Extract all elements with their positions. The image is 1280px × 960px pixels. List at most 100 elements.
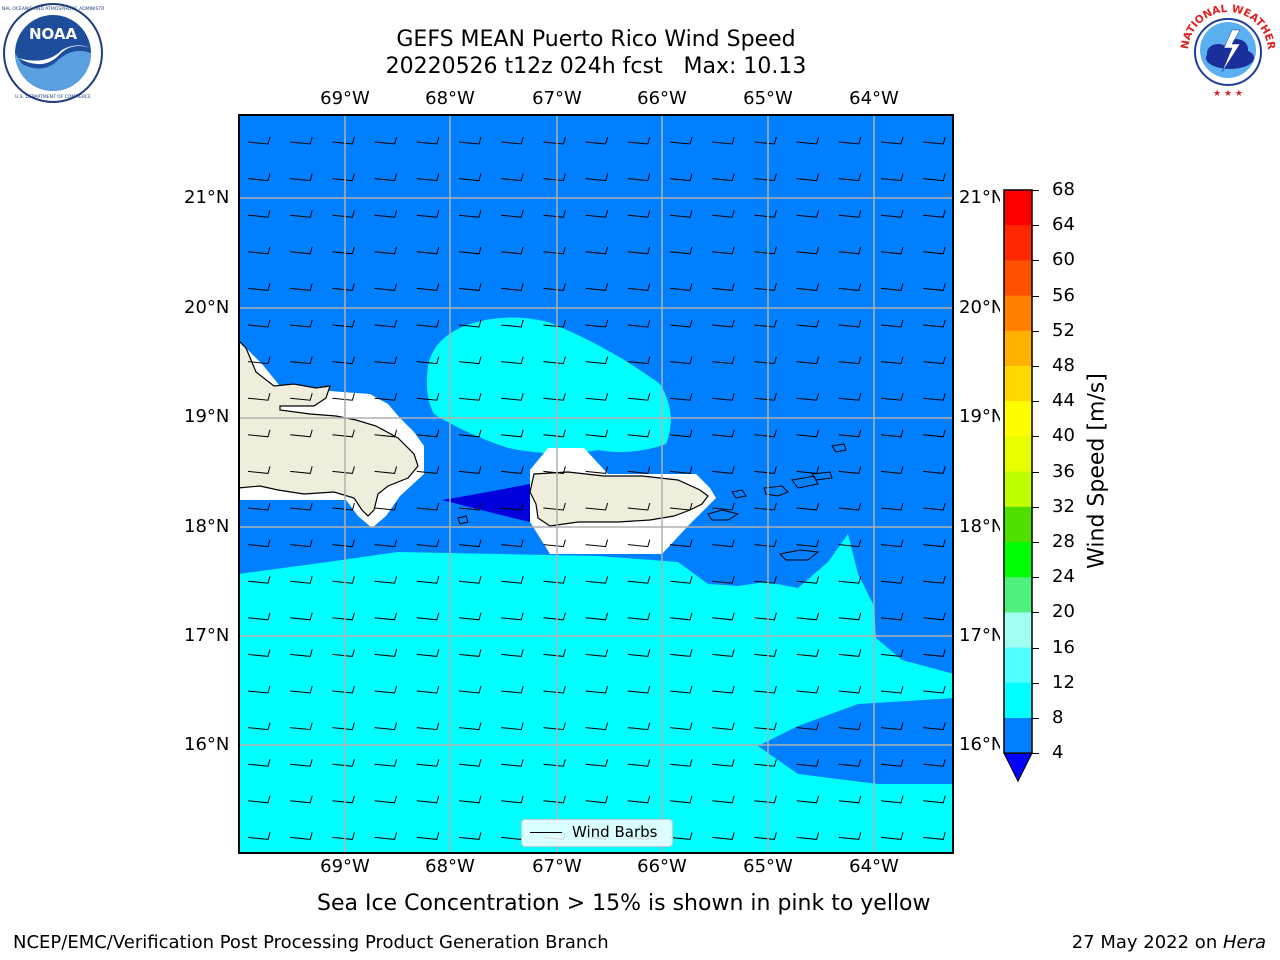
wind-barb xyxy=(543,466,566,474)
wind-barb xyxy=(332,173,355,182)
wind-barb xyxy=(416,612,440,621)
wind-barb xyxy=(416,649,440,657)
wind-barb xyxy=(543,576,566,584)
wind-barb xyxy=(290,429,313,438)
wind-barb xyxy=(458,246,482,255)
colorbar-tick-label: 12 xyxy=(1052,671,1075,693)
wind-barb xyxy=(923,685,946,694)
wind-barb xyxy=(332,722,355,731)
wind-barb xyxy=(838,136,862,145)
wind-band-8-12-south xyxy=(238,534,954,854)
wind-barb xyxy=(332,393,355,401)
wind-barb xyxy=(290,319,313,328)
colorbar-tick-label: 60 xyxy=(1052,249,1075,271)
wind-barb xyxy=(923,283,946,291)
wind-barb xyxy=(669,649,693,657)
wind-barb xyxy=(754,210,777,218)
wind-barb xyxy=(754,502,777,511)
wind-barb xyxy=(923,319,946,328)
wind-barb xyxy=(712,576,735,584)
wind-barb xyxy=(416,393,440,401)
wind-barb xyxy=(923,722,946,731)
wind-barb xyxy=(543,393,566,401)
colorbar-level xyxy=(1004,682,1032,719)
wind-barb xyxy=(627,283,651,291)
wind-barb xyxy=(247,246,271,255)
wind-barb xyxy=(923,576,946,584)
wind-barb xyxy=(712,210,735,218)
wind-barb xyxy=(543,539,566,548)
wind-barb xyxy=(712,685,735,694)
svg-text:NOAA: NOAA xyxy=(29,25,78,43)
wind-barb xyxy=(416,246,440,255)
wind-barb xyxy=(627,246,651,255)
colorbar-tick-mark xyxy=(1032,542,1039,543)
wind-barb xyxy=(627,356,651,365)
colorbar-tick-mark xyxy=(1032,295,1039,297)
map-frame xyxy=(238,114,954,854)
wind-barb xyxy=(458,685,482,694)
colorbar-tick-mark xyxy=(1032,190,1039,191)
wind-barb xyxy=(923,429,946,438)
wind-barb xyxy=(712,173,735,182)
wind-barb xyxy=(332,356,355,365)
wind-barb xyxy=(501,576,524,584)
wind-barb xyxy=(543,356,566,365)
wind-barb xyxy=(669,466,693,474)
colorbar-tick-mark xyxy=(1032,682,1039,684)
wind-barb xyxy=(838,759,862,767)
wind-barb xyxy=(627,136,651,145)
culebra-vieques xyxy=(707,509,740,521)
wind-barb xyxy=(627,685,651,694)
wind-barb xyxy=(458,612,482,621)
wind-barb xyxy=(796,649,820,657)
wind-barb xyxy=(374,759,398,767)
wind-barb xyxy=(416,319,440,328)
map-subtitle: 20220526 t12z 024h fcst Max: 10.13 xyxy=(385,54,807,79)
wind-barb xyxy=(458,283,482,291)
colorbar-tick-label: 8 xyxy=(1052,707,1064,728)
lon-tick-bottom: 65°W xyxy=(743,856,793,877)
wind-barb xyxy=(754,539,777,548)
wind-barb xyxy=(458,429,482,438)
wind-barb xyxy=(796,759,820,767)
lon-tick-top: 66°W xyxy=(637,88,687,109)
wind-barb xyxy=(501,173,524,182)
lat-tick-left: 19°N xyxy=(184,406,230,427)
wind-barb xyxy=(712,393,735,401)
colorbar-tick-label: 52 xyxy=(1052,319,1075,341)
wind-barb xyxy=(290,576,313,584)
wind-barb xyxy=(923,759,946,767)
wind-barb xyxy=(880,612,904,621)
colorbar-level xyxy=(1004,471,1032,508)
wind-barb xyxy=(838,649,862,657)
map-panel xyxy=(238,114,954,854)
wind-barb xyxy=(712,356,735,365)
wind-barb xyxy=(838,795,862,804)
wind-barb xyxy=(754,319,777,328)
lat-tick-right: 16°N xyxy=(959,734,1005,755)
colorbar-level xyxy=(1004,612,1032,649)
wind-barb-legend-line xyxy=(530,832,562,833)
wind-barb xyxy=(458,393,482,401)
wind-barb xyxy=(712,795,735,804)
colorbar-tick-mark xyxy=(1032,260,1039,262)
wind-barb xyxy=(374,246,398,255)
wind-barb xyxy=(838,539,862,548)
wind-barb xyxy=(627,722,651,731)
wind-barb xyxy=(543,246,566,255)
wind-barb xyxy=(501,210,524,218)
colorbar-tick-mark xyxy=(1032,506,1039,508)
wind-barb xyxy=(796,246,820,255)
wind-barb xyxy=(332,832,355,840)
legend-label: Wind Barbs xyxy=(572,823,658,841)
wind-barb xyxy=(669,795,693,804)
wind-barb xyxy=(754,136,777,145)
wind-barb xyxy=(416,539,440,548)
wind-barb xyxy=(754,795,777,804)
colorbar-tick-label: 24 xyxy=(1052,566,1075,588)
colorbar-tick-label: 4 xyxy=(1052,742,1064,764)
wind-barb xyxy=(712,283,735,291)
colorbar-tick-mark xyxy=(1032,330,1039,332)
wind-barb xyxy=(669,722,693,731)
